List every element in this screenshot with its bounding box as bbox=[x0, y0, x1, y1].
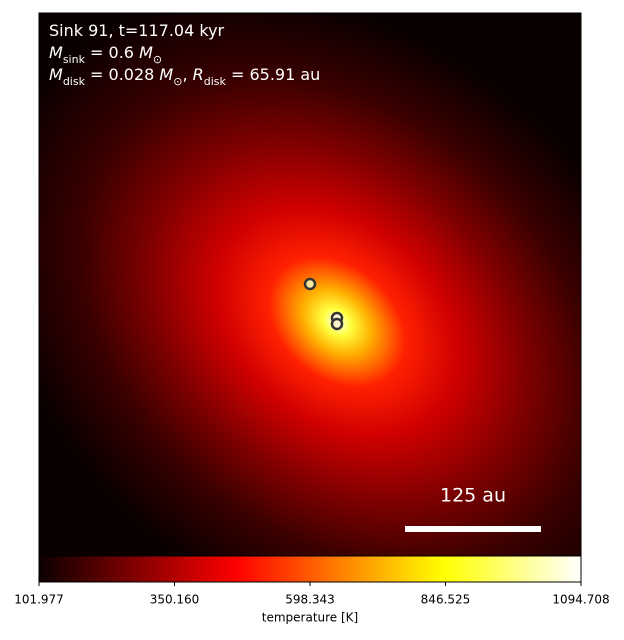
annotation-part: , bbox=[182, 65, 192, 84]
annotation-part: R bbox=[193, 65, 204, 84]
colorbar-tick-label: 1094.708 bbox=[552, 593, 609, 607]
annotation: Mdisk = 0.028 M⊙, Rdisk = 65.91 au bbox=[49, 65, 320, 88]
annotation-part: sink bbox=[63, 53, 86, 66]
annotation-part: = 0.028 bbox=[85, 65, 159, 84]
colorbar-tick-label: 350.160 bbox=[150, 593, 200, 607]
annotation: Msink = 0.6 M⊙ bbox=[49, 43, 162, 66]
annotation-part: disk bbox=[63, 75, 86, 88]
annotation-part: M bbox=[49, 43, 63, 62]
colorbar-tick-label: 101.977 bbox=[14, 593, 64, 607]
annotation-part: M bbox=[159, 65, 173, 84]
annotation-part: Sink 91, t=117.04 kyr bbox=[49, 21, 225, 40]
annotation-part: = 65.91 au bbox=[226, 65, 320, 84]
annotation-part: ⊙ bbox=[153, 53, 162, 66]
colorbar-label: temperature [K] bbox=[262, 611, 358, 625]
annotation-part: ⊙ bbox=[173, 75, 182, 88]
scale-bar-label: 125 au bbox=[440, 485, 506, 507]
colorbar-tick-label: 846.525 bbox=[421, 593, 471, 607]
colorbar bbox=[38, 555, 582, 583]
colorbar-tick-label: 598.343 bbox=[285, 593, 335, 607]
scale-bar bbox=[405, 526, 541, 532]
annotation-part: disk bbox=[204, 75, 227, 88]
annotation: Sink 91, t=117.04 kyr bbox=[49, 21, 225, 40]
annotation-part: = 0.6 bbox=[85, 43, 139, 62]
annotation-part: M bbox=[139, 43, 153, 62]
annotation-part: M bbox=[49, 65, 63, 84]
sink-marker bbox=[330, 317, 344, 331]
sink-marker bbox=[303, 277, 317, 291]
sink-markers bbox=[303, 277, 344, 331]
